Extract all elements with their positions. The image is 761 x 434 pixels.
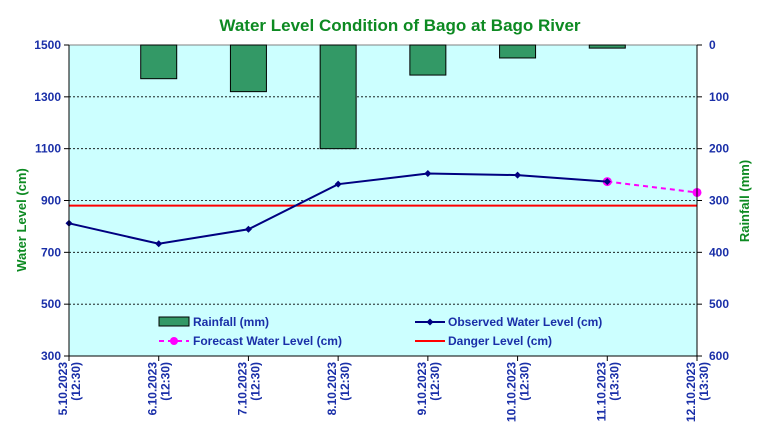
rainfall-bars	[140, 44, 626, 150]
legend: Rainfall (mm) Observed Water Level (cm) Fo…	[158, 315, 602, 348]
left-tick-label: 700	[41, 245, 61, 259]
legend-observed-marker	[426, 318, 434, 326]
legend-observed-label: Observed Water Level (cm)	[448, 315, 602, 329]
left-axis-label: Water Level (cm)	[14, 168, 29, 272]
x-tick-date: 5.10.2023	[56, 362, 70, 416]
x-tick-time: (12:30)	[428, 362, 442, 401]
left-tick-label: 1500	[34, 38, 61, 52]
left-tick-label: 900	[41, 194, 61, 208]
observed-point	[244, 225, 252, 233]
right-tick-label: 600	[709, 349, 729, 363]
right-tick-label: 200	[709, 142, 729, 156]
legend-forecast-marker	[170, 337, 178, 345]
right-tick-label: 0	[709, 38, 716, 52]
legend-danger-label: Danger Level (cm)	[448, 334, 552, 348]
observed-point	[155, 240, 163, 248]
x-tick-date: 10.10.2023	[505, 362, 519, 422]
x-tick-date: 8.10.2023	[325, 362, 339, 416]
observed-point	[514, 171, 522, 179]
x-axis-ticks: 5.10.2023 (12:30) 6.10.2023 (12:30) 7.10.202…	[56, 356, 711, 422]
x-tick-time: (13:30)	[607, 362, 621, 401]
observed-point	[334, 180, 342, 188]
observed-point	[424, 170, 432, 178]
x-tick-date: 9.10.2023	[415, 362, 429, 416]
observed-point	[603, 178, 611, 186]
x-tick-time: (13:30)	[697, 362, 711, 401]
rainfall-bar	[499, 44, 537, 59]
left-axis-ticks: 300 500 700 900 1100 1300 1500	[34, 38, 69, 363]
right-axis-label: Rainfall (mm)	[737, 160, 752, 242]
x-tick-date: 6.10.2023	[146, 362, 160, 416]
x-tick-time: (12:30)	[69, 362, 83, 401]
rainfall-bar	[409, 44, 447, 76]
left-tick-label: 1100	[35, 142, 61, 156]
forecast-line	[607, 180, 698, 194]
water-level-lines	[65, 170, 702, 248]
x-tick-time: (12:30)	[338, 362, 352, 401]
rainfall-bar	[229, 44, 267, 93]
right-tick-label: 300	[709, 194, 729, 208]
legend-rainfall-swatch	[158, 316, 190, 327]
right-tick-label: 400	[709, 245, 729, 259]
rainfall-bar	[588, 44, 626, 49]
x-tick-date: 11.10.2023	[594, 362, 608, 422]
x-tick-time: (12:30)	[518, 362, 532, 401]
rainfall-bar	[140, 44, 178, 80]
x-tick-time: (12:30)	[248, 362, 262, 401]
right-tick-label: 500	[709, 297, 729, 311]
x-tick-time: (12:30)	[159, 362, 173, 401]
left-tick-label: 1300	[34, 90, 61, 104]
legend-forecast-label: Forecast Water Level (cm)	[193, 334, 342, 348]
x-tick-date: 7.10.2023	[235, 362, 249, 416]
x-tick-date: 12.10.2023	[684, 362, 698, 422]
left-tick-label: 300	[41, 349, 61, 363]
chart-title: Water Level Condition of Bago at Bago Ri…	[219, 16, 581, 35]
left-tick-label: 500	[41, 297, 61, 311]
right-tick-label: 100	[709, 90, 729, 104]
rainfall-bar	[319, 44, 357, 150]
right-axis-ticks: 0 100 200 300 400 500 600	[697, 38, 729, 363]
legend-rainfall-label: Rainfall (mm)	[193, 315, 269, 329]
